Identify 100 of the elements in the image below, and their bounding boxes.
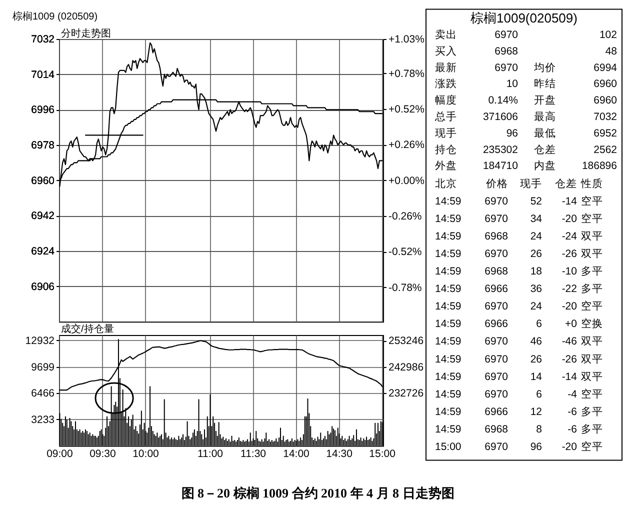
chart-subtitle: 分时走势图	[61, 28, 111, 40]
text: 棕榈1009(020509)	[470, 10, 578, 26]
text: 涨跌	[435, 78, 457, 90]
text: 24	[530, 300, 542, 313]
text: 14:59	[435, 353, 462, 366]
text: 6970	[494, 29, 518, 41]
text: 开盘	[534, 94, 556, 107]
text: -6	[568, 406, 577, 418]
text: 6968	[484, 266, 508, 278]
text: 6968	[494, 45, 518, 58]
text: 外盘	[435, 160, 457, 172]
text: 多平	[581, 266, 603, 278]
text: 双平	[581, 336, 603, 348]
text: 6968	[484, 230, 508, 242]
y2-tick-label: +0.52%	[388, 103, 424, 116]
text: 14:59	[435, 300, 462, 313]
text: -20	[562, 441, 577, 453]
y-tick-label: 6906	[31, 280, 55, 293]
y2-tick-label: +1.03%	[388, 34, 424, 46]
text: 6970	[484, 212, 508, 225]
text: 14:59	[435, 388, 462, 400]
text: -46	[562, 336, 577, 348]
text: 6	[536, 318, 542, 330]
y2-tick-label: -0.26%	[388, 210, 422, 222]
text: 34	[530, 212, 542, 225]
text: -26	[562, 248, 577, 260]
text: 6970	[484, 300, 508, 313]
text: -10	[562, 266, 577, 278]
text: 最高	[534, 111, 556, 123]
x-tick-label: 11:30	[240, 448, 266, 460]
text: 371606	[482, 111, 518, 123]
text: 6960	[594, 78, 617, 90]
text: 现手	[435, 127, 457, 140]
text: -4	[568, 388, 577, 400]
text: -14	[562, 370, 577, 383]
text: 6966	[484, 283, 508, 296]
text: -14	[562, 195, 577, 208]
text: 2562	[594, 144, 617, 156]
y2-tick-label: +0.00%	[388, 174, 424, 187]
text: 空换	[581, 318, 603, 330]
text: 102	[599, 29, 617, 41]
text: 6970	[484, 336, 508, 348]
text: 6952	[594, 127, 617, 140]
text: 空平	[581, 441, 603, 453]
text: 96	[506, 127, 518, 140]
text: -20	[562, 300, 577, 313]
text: 6970	[484, 195, 508, 208]
text: 14:59	[435, 423, 462, 436]
text: 96	[530, 441, 542, 453]
text: 6	[536, 388, 542, 400]
y-tick-label: 6960	[31, 174, 55, 187]
text: 双平	[581, 370, 603, 383]
text: 多平	[581, 283, 603, 296]
text: 仓差	[534, 144, 556, 156]
x-tick-label: 09:00	[46, 448, 74, 460]
text: 昨结	[534, 78, 556, 90]
text: 184710	[482, 160, 518, 172]
x-tick-label: 09:30	[90, 448, 116, 460]
text: 6966	[484, 406, 508, 418]
y2-tick-label: 242986	[388, 361, 424, 374]
chart-title: 棕榈1009 (020509)	[12, 10, 98, 22]
text: 8	[536, 423, 542, 436]
text: 现手	[520, 178, 542, 190]
text: 14:59	[435, 406, 462, 418]
text: 36	[530, 283, 542, 296]
text: 空平	[581, 300, 603, 313]
y-tick-label: 7032	[31, 34, 55, 46]
text: 最新	[435, 62, 457, 74]
text: +0	[565, 318, 577, 330]
text: 14:59	[435, 336, 462, 348]
text: 14:59	[435, 230, 462, 242]
text: 多平	[581, 406, 603, 418]
x-tick-label: 14:00	[283, 448, 310, 460]
text: 仓差	[555, 178, 577, 190]
x-tick-label: 11:00	[198, 448, 224, 460]
y-tick-label: 6942	[31, 210, 55, 222]
text: 6966	[484, 318, 508, 330]
text: 6960	[594, 94, 617, 107]
text: 双平	[581, 248, 603, 260]
text: 14:59	[435, 370, 462, 383]
text: 24	[530, 230, 542, 242]
text: 26	[530, 248, 542, 260]
y2-tick-label: 232726	[388, 388, 424, 400]
text: 北京	[435, 178, 457, 190]
text: 内盘	[534, 160, 556, 172]
text: 14:59	[435, 283, 462, 296]
text: 空平	[581, 212, 603, 225]
text: 6968	[484, 423, 508, 436]
x-tick-label: 15:00	[369, 448, 396, 460]
text: 14:59	[435, 266, 462, 278]
text: 6970	[484, 370, 508, 383]
y-tick-label: 3233	[31, 414, 55, 426]
text: -26	[562, 353, 577, 366]
y-tick-label: 9699	[31, 361, 55, 374]
text: 买入	[435, 45, 457, 58]
y2-tick-label: +0.78%	[388, 68, 424, 80]
text: 14:59	[435, 318, 462, 330]
text: 14	[530, 370, 542, 383]
text: 18	[530, 266, 542, 278]
y2-tick-label: -0.78%	[388, 282, 422, 294]
